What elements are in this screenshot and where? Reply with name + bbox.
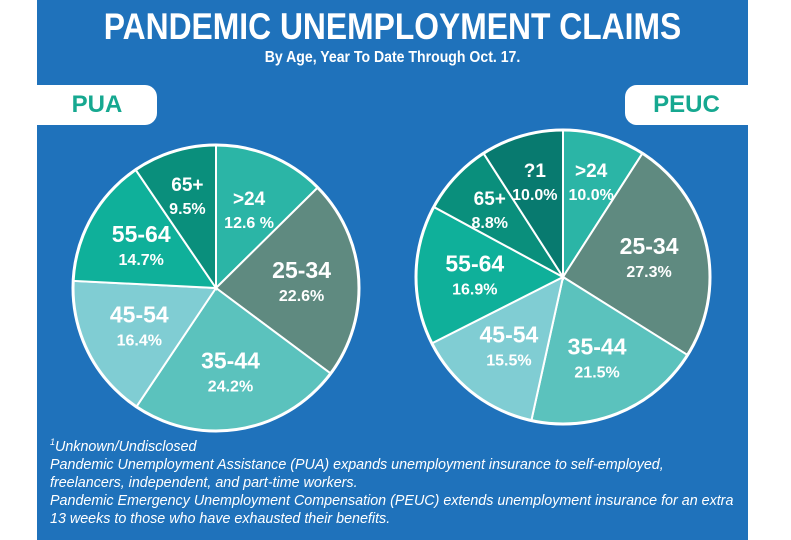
slice-value-label: 9.5% bbox=[169, 201, 205, 218]
slice-category-label: 45-54 bbox=[110, 301, 169, 327]
slice-category-label: 35-44 bbox=[568, 333, 627, 359]
peuc-pie: >24 10.0% 25-34 27.3% 35-44 21.5% 45-54 15.5% 55… bbox=[414, 128, 712, 426]
slice-value-label: 16.9% bbox=[452, 282, 497, 299]
slice-value-label: 15.5% bbox=[486, 353, 531, 370]
footnote-pua: Pandemic Unemployment Assistance (PUA) e… bbox=[50, 456, 664, 491]
footnote-unknown-text: Unknown/Undisclosed bbox=[55, 438, 197, 455]
pua-chart-title: PUA bbox=[37, 85, 157, 125]
subtitle: By Age, Year To Date Through Oct. 17. bbox=[264, 49, 521, 66]
slice-value-label: 10.0% bbox=[568, 187, 613, 204]
footnotes: 1Unknown/Undisclosed Pandemic Unemployme… bbox=[50, 433, 740, 528]
pua-pie: >24 12.6 % 25-34 22.6% 35-44 24.2% 45-54 16.4% 5… bbox=[71, 143, 361, 433]
slice-category-label: 65+ bbox=[474, 189, 506, 210]
footnote-unknown: 1Unknown/Undisclosed bbox=[50, 433, 740, 456]
slice-category-label: 55-64 bbox=[112, 221, 171, 247]
slice-category-label: 65+ bbox=[171, 175, 203, 196]
slice-category-label: ?1 bbox=[524, 161, 547, 182]
slice-category-label: >24 bbox=[233, 189, 266, 210]
slice-category-label: 35-44 bbox=[201, 348, 260, 374]
pie-outline bbox=[71, 143, 361, 433]
pie-outline bbox=[414, 128, 712, 426]
page-title: PANDEMIC UNEMPLOYMENT CLAIMS bbox=[103, 6, 682, 47]
slice-value-label: 21.5% bbox=[574, 364, 619, 381]
slice-value-label: 24.2% bbox=[208, 379, 253, 396]
footnote-marker: 1 bbox=[50, 437, 56, 447]
slice-value-label: 27.3% bbox=[626, 264, 671, 281]
slice-category-label: 45-54 bbox=[480, 322, 539, 348]
slice-value-label: 16.4% bbox=[117, 332, 162, 349]
slice-category-label: 25-34 bbox=[272, 257, 331, 283]
peuc-chart-title: PEUC bbox=[625, 85, 748, 125]
slice-category-label: 25-34 bbox=[620, 233, 679, 259]
slice-value-label: 8.8% bbox=[472, 215, 508, 232]
slice-value-label: 14.7% bbox=[119, 252, 164, 269]
footnote-peuc: Pandemic Emergency Unemployment Compensa… bbox=[50, 492, 734, 527]
slice-category-label: 55-64 bbox=[445, 251, 504, 277]
slice-value-label: 10.0% bbox=[512, 187, 557, 204]
slice-category-label: >24 bbox=[575, 161, 608, 182]
slice-value-label: 12.6 % bbox=[224, 215, 274, 232]
slice-value-label: 22.6% bbox=[279, 288, 324, 305]
